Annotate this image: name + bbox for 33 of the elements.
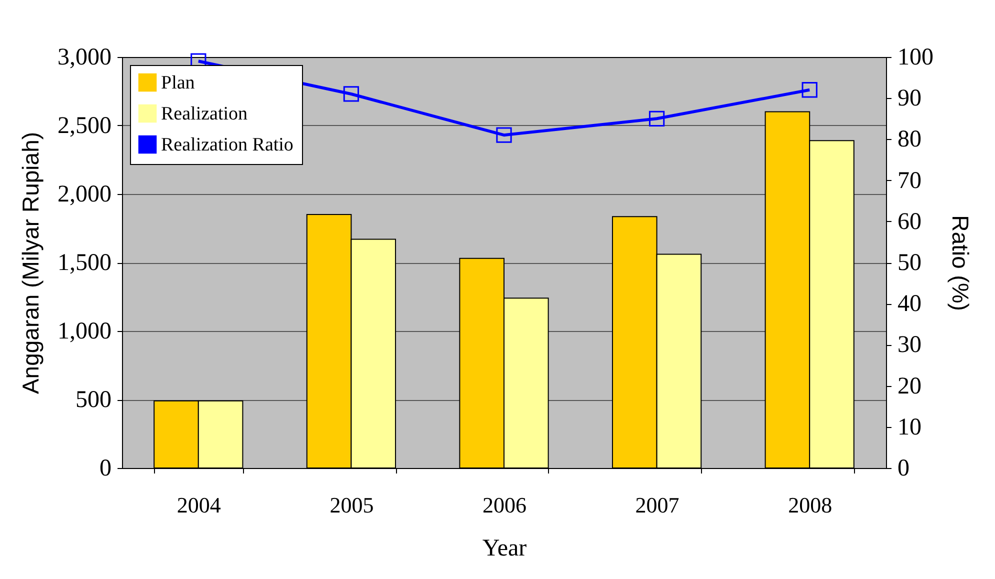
y2-tick-label: 20	[898, 373, 922, 400]
y2-tick-label: 60	[898, 208, 922, 235]
y2-tick-label: 10	[898, 414, 922, 440]
y-tick-label: 500	[76, 387, 112, 413]
y-tick-label: 0	[100, 456, 112, 482]
x-tick-label: 2007	[635, 492, 680, 518]
y2-tick-label: 50	[898, 250, 922, 276]
point	[343, 86, 360, 102]
x-axis-title: Year	[482, 536, 527, 562]
y-tick-label: 1,000	[58, 318, 112, 344]
point	[802, 82, 818, 98]
x-tick-label: 2004	[176, 492, 221, 518]
y2-tick-label: 100	[898, 44, 934, 70]
y-tick-label: 2,000	[58, 182, 112, 208]
point	[648, 110, 665, 126]
y-tick-label: 1,500	[58, 250, 112, 276]
y2-tick-label: 40	[898, 291, 922, 318]
y-axis-title: Anggaran (Milyar Rupiah)	[18, 132, 44, 394]
y2-tick-label: 30	[898, 332, 922, 358]
y2-axis-title: Ratio (%)	[948, 215, 974, 311]
y2-tick-label: 0	[898, 456, 910, 482]
legend-label: Realization	[161, 104, 248, 124]
y-tick-label: 3,000	[58, 44, 112, 70]
y2-tick-label: 90	[898, 86, 922, 112]
x-tick-label: 2006	[482, 492, 526, 518]
x-tick-label: 2005	[330, 492, 374, 518]
x-tick-label: 2008	[788, 492, 832, 518]
y2-tick-label: 70	[898, 168, 922, 194]
legend-label: Plan	[161, 72, 196, 94]
point	[496, 127, 512, 143]
y-tick-label: 2,500	[58, 113, 112, 139]
y2-tick-label: 80	[898, 126, 922, 153]
legend-label: Realization Ratio	[161, 134, 294, 156]
